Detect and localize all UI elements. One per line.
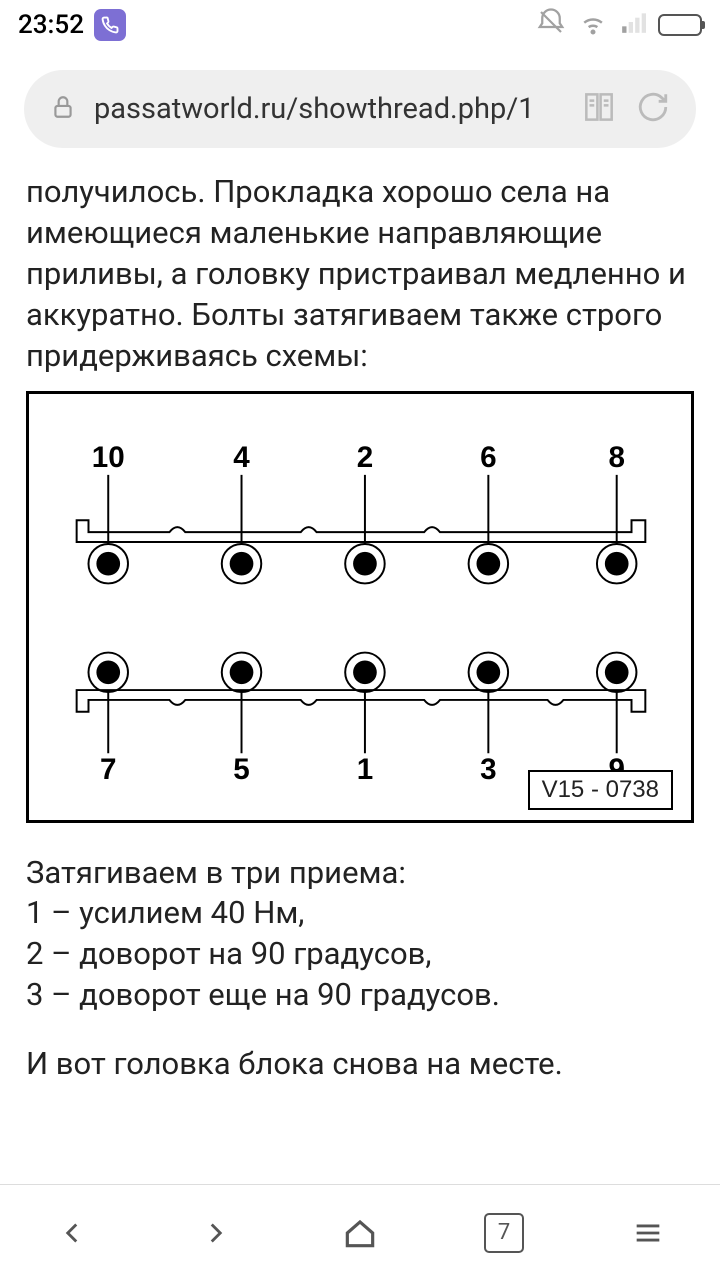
torque-diagram: 10 4 2 6 8 7 5 1 3 9 V15 - 0738 (26, 391, 694, 823)
battery-icon (658, 14, 702, 36)
bolt-1: 1 (345, 652, 384, 785)
svg-text:4: 4 (233, 440, 250, 473)
bolt-10: 10 (88, 440, 127, 583)
page-content: получилось. Прокладка хорошо села на име… (0, 172, 720, 1085)
back-button[interactable] (42, 1203, 102, 1263)
step-3: 3 – доворот еще на 90 градусов. (26, 975, 694, 1016)
clock: 23:52 (18, 10, 84, 40)
torque-steps: Затягиваем в три приема: 1 – усилием 40 … (26, 853, 694, 1017)
viber-icon (94, 9, 126, 41)
bolt-8: 8 (597, 440, 636, 583)
reader-mode-icon[interactable] (580, 88, 618, 130)
svg-text:8: 8 (608, 440, 624, 473)
signal-icon (620, 9, 646, 42)
forward-button[interactable] (186, 1203, 246, 1263)
diagram-svg: 10 4 2 6 8 7 5 1 3 9 (49, 430, 671, 806)
svg-text:6: 6 (480, 440, 496, 473)
bolt-9: 9 (597, 652, 636, 785)
svg-text:7: 7 (100, 752, 116, 785)
bolt-2: 2 (345, 440, 384, 583)
tabs-button[interactable]: 7 (474, 1203, 534, 1263)
bolt-7: 7 (88, 652, 127, 785)
mute-icon (536, 7, 566, 44)
reload-icon[interactable] (636, 90, 670, 128)
bolt-6: 6 (469, 440, 508, 583)
step-2: 2 – доворот на 90 градусов, (26, 934, 694, 975)
url-bar[interactable]: passatworld.ru/showthread.php/1 (24, 70, 696, 148)
diagram-code: V15 - 0738 (528, 770, 673, 810)
steps-title: Затягиваем в три приема: (26, 853, 694, 894)
svg-text:5: 5 (233, 752, 249, 785)
footer-text: И вот головка блока снова на месте. (26, 1044, 694, 1085)
bolt-4: 4 (222, 440, 261, 583)
intro-text: получилось. Прокладка хорошо села на име… (26, 172, 694, 377)
svg-text:1: 1 (357, 752, 373, 785)
svg-text:3: 3 (480, 752, 496, 785)
browser-bottom-nav: 7 (0, 1184, 720, 1280)
tab-count: 7 (484, 1213, 524, 1253)
url-text: passatworld.ru/showthread.php/1 (94, 92, 562, 126)
bolt-5: 5 (222, 652, 261, 785)
menu-button[interactable] (618, 1203, 678, 1263)
lock-icon (50, 94, 76, 124)
svg-text:2: 2 (357, 440, 373, 473)
bolt-3: 3 (469, 652, 508, 785)
svg-text:10: 10 (92, 440, 125, 473)
home-button[interactable] (330, 1203, 390, 1263)
step-1: 1 – усилием 40 Нм, (26, 893, 694, 934)
wifi-icon (578, 7, 608, 44)
status-bar: 23:52 (0, 0, 720, 50)
